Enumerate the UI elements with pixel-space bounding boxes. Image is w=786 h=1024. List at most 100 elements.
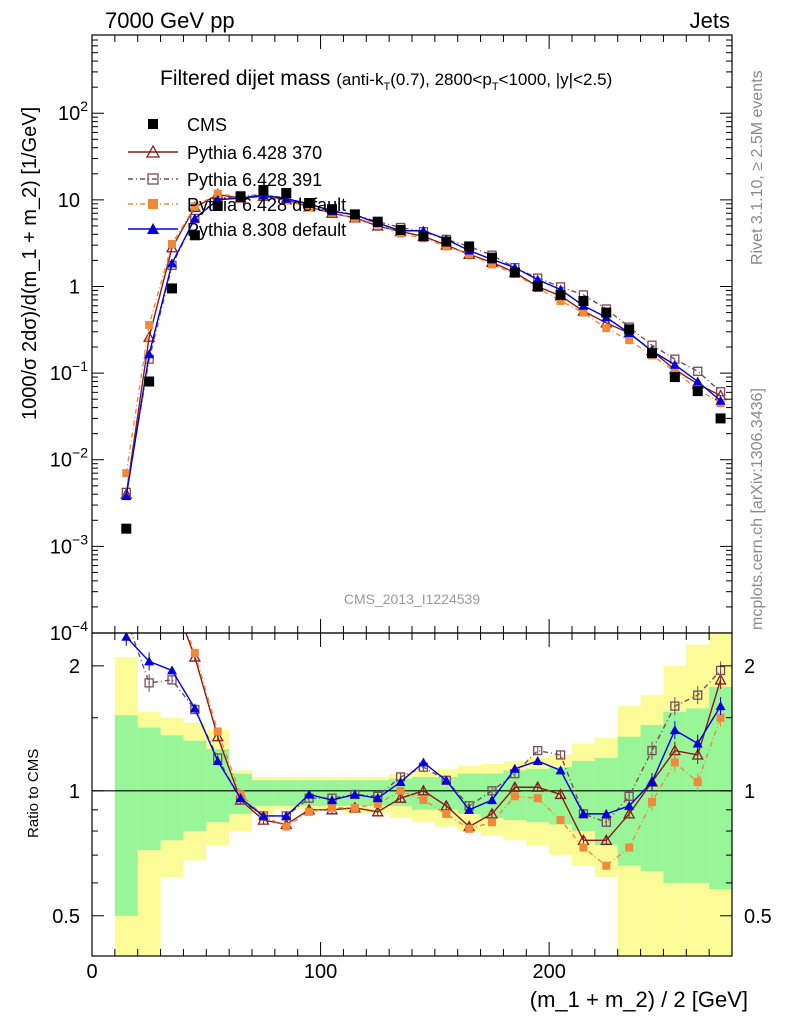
ratio-point-p8def (327, 795, 337, 805)
mcplots-label: mcplots.cern.ch [arXiv:1306.3436] (749, 388, 766, 630)
band-inner (114, 715, 138, 916)
y-tick-label: 1 (69, 276, 80, 298)
rivet-label: Rivet 3.1.10, ≥ 2.5M events (749, 70, 766, 265)
x-tick-label: 0 (86, 961, 97, 983)
band-inner (686, 708, 710, 883)
y-tick-label: 10−4 (50, 618, 88, 645)
title-main: Filtered dijet mass (160, 67, 330, 90)
main-title: Filtered dijet mass (anti-kT(0.7), 2800<… (160, 67, 612, 93)
ratio-point-p6def (670, 758, 679, 767)
ratio-point-p370 (144, 588, 154, 597)
band-inner (709, 686, 732, 890)
ratio-panel: 0.5 0.5 1 1 2 2 0 100 200 Ratio to CMS (m_1 + m_… (25, 588, 772, 1012)
ratio-y-tick-label-right: 2 (744, 656, 755, 678)
legend-marker-p6def (148, 199, 158, 209)
y-tick-exp: −2 (72, 445, 88, 461)
ratio-point-p6def (442, 809, 451, 818)
title-sub-end: <1000, |y|<2.5) (499, 70, 613, 89)
ratio-point-p391 (167, 675, 177, 685)
legend-marker-p391 (147, 173, 159, 185)
energy-label: 7000 GeV pp (105, 8, 235, 33)
ratio-point-p6def (510, 792, 519, 801)
main-series-group (120, 184, 727, 534)
band-inner (137, 727, 161, 851)
point-cms (258, 184, 269, 195)
point-cms (578, 295, 589, 306)
legend-label-p6def: Pythia 6.428 default (187, 195, 346, 215)
y-tick-exp: −3 (72, 531, 88, 547)
ratio-point-p391 (601, 817, 611, 827)
ratio-point-p370 (485, 807, 499, 819)
point-cms (487, 252, 497, 263)
point-p391 (715, 387, 726, 397)
x-tick-label: 100 (304, 961, 337, 983)
point-cms (418, 231, 429, 242)
point-p6def (625, 336, 634, 345)
ratio-point-p6def (579, 843, 588, 852)
point-cms (349, 209, 360, 220)
point-cms (601, 307, 612, 318)
band-inner (183, 740, 207, 832)
y-tick-label: 102 (58, 98, 88, 125)
title-sub-t1: T (383, 81, 390, 93)
ratio-point-p391 (533, 745, 543, 756)
ratio-point-p8def (144, 656, 155, 666)
ratio-point-p6def (625, 843, 634, 852)
y-tick-base: 10 (50, 450, 72, 472)
ratio-point-p8def (464, 804, 475, 814)
legend-marker-cms (148, 119, 158, 129)
band-inner (274, 780, 298, 806)
point-cms (624, 324, 635, 335)
ratio-point-p6def (122, 589, 130, 597)
legend-label-p370: Pythia 6.428 370 (187, 143, 322, 163)
legend-label-p8def: Pythia 8.308 default (187, 220, 346, 240)
ratio-point-p370 (508, 780, 521, 792)
ratio-point-p370 (167, 591, 177, 600)
point-cms (509, 267, 520, 278)
ratio-point-p6def (533, 794, 542, 803)
point-p8def (669, 359, 680, 369)
x-tick-label: 200 (532, 961, 565, 983)
ratio-y-tick-label: 1 (69, 781, 80, 803)
ratio-point-p370 (554, 788, 567, 800)
point-p8def (281, 193, 292, 203)
ratio-point-p8def (121, 633, 132, 641)
ratio-point-p391 (487, 786, 497, 796)
point-cms (555, 289, 566, 300)
ratio-point-p8def (692, 738, 703, 748)
ratio-point-p370 (531, 780, 544, 792)
point-p6def (145, 320, 154, 329)
ratio-xlabel: (m_1 + m_2) / 2 [GeV] (530, 987, 748, 1012)
point-p6def (190, 202, 199, 211)
point-p391 (693, 366, 703, 376)
ratio-point-p8def (555, 765, 566, 775)
y-tick-base: 10 (50, 536, 72, 558)
main-marks (120, 184, 727, 534)
band-inner (457, 773, 481, 814)
ratio-point-p8def (509, 763, 520, 773)
y-tick-label: 10 (58, 190, 80, 212)
ratio-marks (92, 588, 732, 956)
ratio-point-p370 (211, 730, 224, 742)
ratio-point-p8def (235, 793, 246, 803)
point-cms (235, 191, 246, 202)
band-inner (320, 780, 344, 806)
title-sub-t2: T (492, 81, 499, 93)
legend-marker-p8def (147, 223, 159, 234)
ratio-point-p370 (417, 784, 430, 796)
ratio-point-p6def (282, 822, 291, 831)
ratio-point-p6def (419, 796, 428, 805)
ratio-point-p370 (121, 621, 131, 630)
ratio-point-p370 (714, 673, 727, 685)
title-sub-mid: (0.7), 2800<p (390, 70, 492, 89)
analysis-label: CMS_2013_I1224539 (344, 591, 480, 607)
ratio-point-p6def (350, 803, 359, 812)
point-p8def (692, 376, 703, 386)
ratio-point-p370 (623, 807, 636, 819)
ratio-point-p6def (328, 803, 336, 812)
ratio-point-p6def (168, 589, 176, 597)
ratio-point-p8def (647, 777, 657, 787)
y-tick-base: 10 (58, 103, 80, 125)
point-cms (532, 281, 543, 292)
